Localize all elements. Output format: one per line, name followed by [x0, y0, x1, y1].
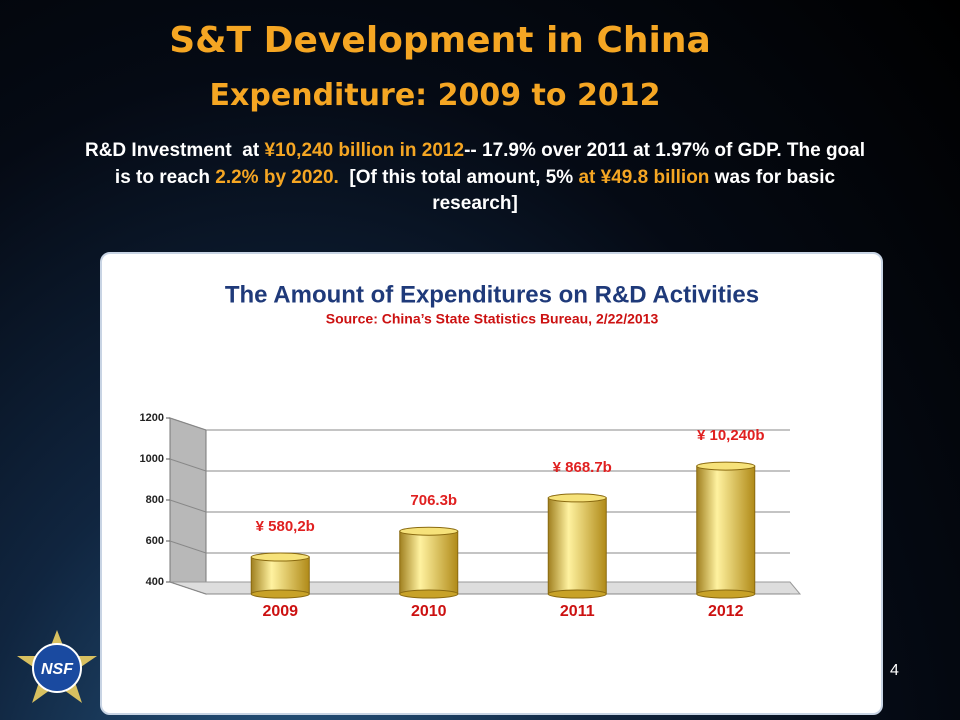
nsf-logo: NSF	[17, 630, 97, 703]
bar	[250, 556, 310, 595]
bar	[399, 530, 459, 595]
summary-segment: 2.2% by 2020.	[215, 166, 339, 188]
bar-top	[547, 493, 607, 503]
x-tick-label: 2011	[560, 603, 595, 620]
value-label: ¥ 580,2b	[256, 518, 315, 535]
bar	[547, 497, 607, 595]
slide-title: S&T Development in China	[169, 20, 711, 61]
value-label: 706.3b	[410, 492, 457, 509]
bar	[696, 465, 756, 595]
svg-text:NSF: NSF	[41, 661, 74, 678]
chart: The Amount of Expenditures on R&D Activi…	[140, 281, 802, 620]
grid-line	[169, 458, 790, 472]
bar-base	[250, 589, 310, 599]
summary: R&D Investment at ¥10,240 billion in 201…	[80, 138, 870, 218]
bar-top	[250, 552, 310, 562]
chart-title: The Amount of Expenditures on R&D Activi…	[225, 281, 759, 308]
value-label: ¥ 10,240b	[697, 427, 765, 444]
summary-segment: -- 17.9% over 2011 at 1.97% of GDP. The …	[114, 140, 871, 188]
summary-segment: ¥10,240 billion in 2012	[264, 140, 465, 161]
bar-base	[399, 589, 459, 599]
value-label: ¥ 868.7b	[553, 459, 612, 476]
y-tick-label: 400	[146, 576, 164, 588]
bar-base	[547, 589, 607, 599]
page-number: 4	[890, 662, 899, 679]
bar-base	[696, 589, 756, 599]
x-tick-label: 2012	[708, 603, 744, 620]
x-tick-label: 2009	[262, 603, 298, 620]
summary-segment: at ¥49.8 billion	[578, 166, 710, 188]
y-tick-label: 1000	[140, 453, 164, 465]
chart-subtitle: Source: China’s State Statistics Bureau,…	[326, 311, 659, 327]
bar-top	[696, 461, 756, 471]
bar-top	[399, 526, 459, 536]
grid-line	[169, 417, 790, 431]
y-tick-label: 600	[146, 535, 164, 547]
summary-segment: was for basic research]	[432, 166, 841, 215]
y-tick-label: 800	[146, 494, 164, 506]
slide-subtitle: Expenditure: 2009 to 2012	[209, 78, 661, 113]
summary-segment: R&D Investment at	[84, 140, 265, 161]
summary-segment: [Of this total amount, 5%	[338, 166, 579, 188]
x-tick-label: 2010	[411, 603, 447, 620]
y-tick-label: 1200	[140, 412, 164, 424]
